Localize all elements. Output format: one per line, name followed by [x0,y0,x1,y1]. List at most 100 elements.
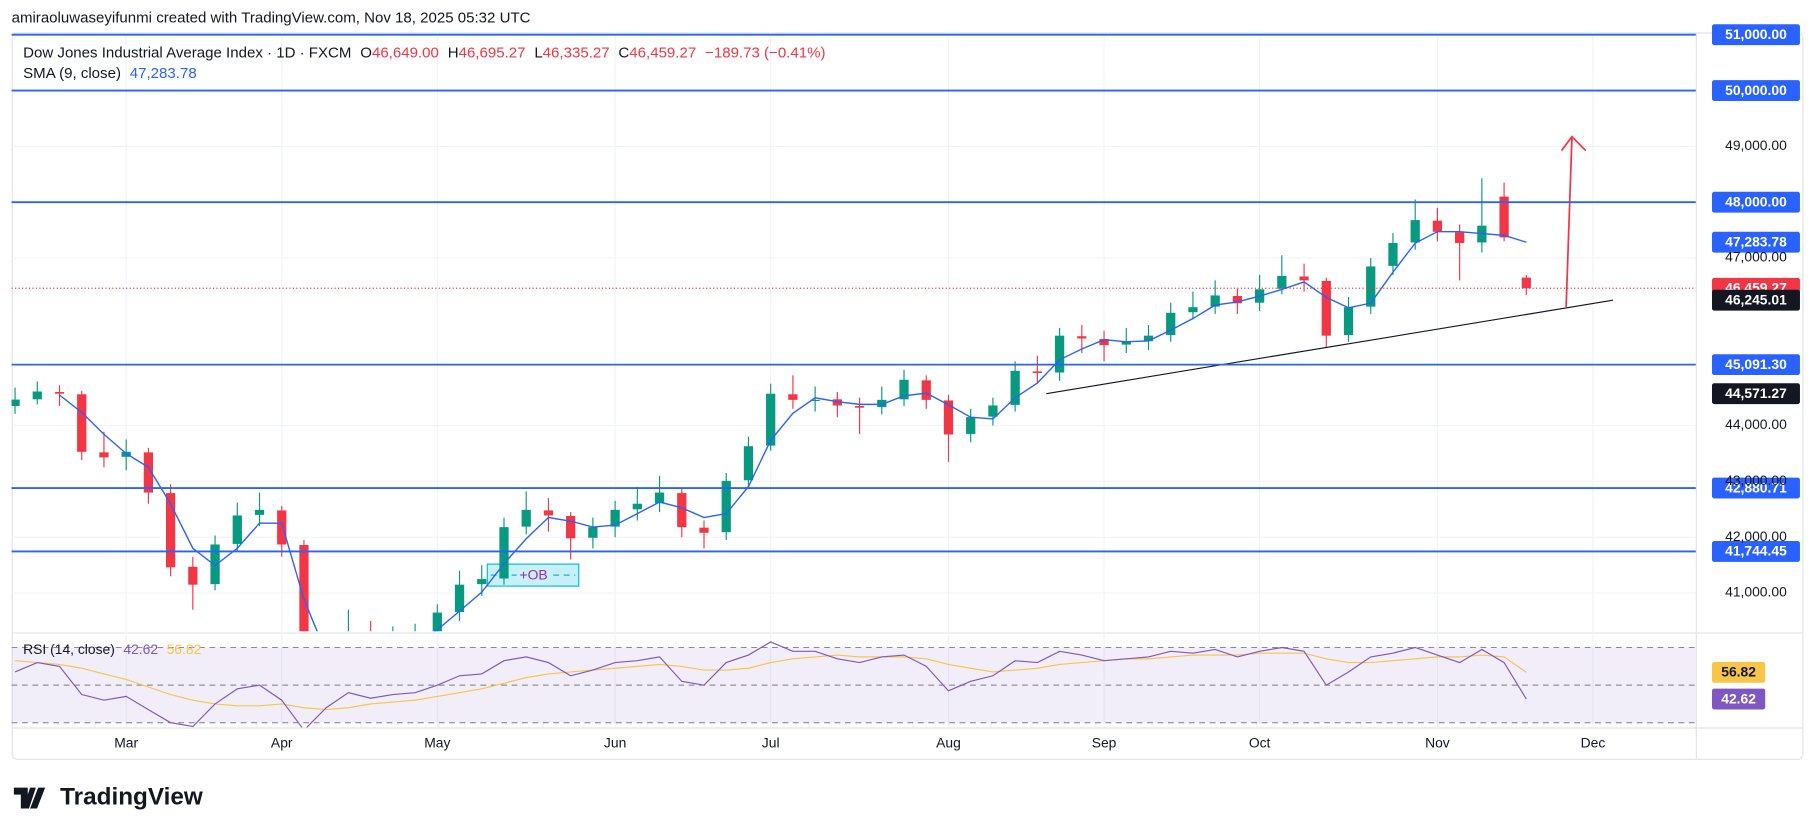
candle-body [1455,232,1465,243]
candle-body [1521,277,1531,289]
brand-logo: TradingView [13,784,203,811]
change: −189.73 (−0.41%) [705,44,825,61]
level-badge [1711,541,1800,562]
candle-body [277,510,287,545]
x-tick-label: Dec [1581,734,1606,750]
target-arrow [1560,135,1587,307]
candle-body [966,417,976,434]
level-badge [1711,24,1800,46]
rsi-line [14,641,1527,728]
candle-body [521,509,531,527]
trendline [1046,299,1614,395]
candle-body [99,452,109,458]
ohlc-value: 46,695.27 [459,44,526,61]
ohlc-key: L [534,44,542,61]
x-tick-label: Aug [936,734,961,750]
level-label: 41,744.45 [1725,543,1787,559]
y-tick-label: 44,000.00 [1725,416,1787,432]
candle-body [766,393,776,446]
rsi-value: 42.62 [123,640,158,656]
candle-body [232,515,242,544]
x-tick-label: Oct [1249,734,1271,750]
trend-start-label: 44,571.27 [1725,385,1787,401]
candle-body [1121,341,1131,345]
arrow-head [1560,135,1587,152]
y-tick-label: 47,000.00 [1725,249,1787,265]
rsi-pane [11,641,1696,728]
y-tick-label: 41,000.00 [1725,584,1787,600]
trend-end-badge [1711,289,1800,311]
ohlc-value: 46,459.27 [629,44,696,61]
candle-body [499,527,509,579]
candle-body [743,446,754,481]
brand-name: TradingView [60,784,203,811]
candle-body [610,509,620,527]
candle-body [1410,220,1420,243]
candle-body [854,406,865,408]
candle-body [1143,335,1154,342]
level-label: 51,000.00 [1725,26,1787,42]
rsi-ma-line [14,652,1527,711]
x-tick-label: Mar [114,734,138,750]
legend-rsi: RSI (14, close) 42.62 56.82 [23,640,201,656]
candle-body [1321,280,1331,336]
candle-body [810,399,820,402]
price-pane: +OB [11,135,1696,641]
legend-sma: SMA (9, close) 47,283.78 [23,65,197,82]
y-tick-label: 42,000.00 [1725,528,1787,544]
x-tick-label: Sep [1092,734,1117,750]
order-block-label: +OB [520,566,548,582]
sma-badge [1711,231,1800,253]
candle-body [1077,336,1087,339]
candle-body [566,515,576,539]
candle-body [654,492,665,504]
level-label: 48,000.00 [1725,193,1787,209]
rsi-name: RSI (14, close) [23,640,115,656]
level-label: 50,000.00 [1725,82,1787,98]
legend-main: Dow Jones Industrial Average Index · 1D … [23,44,825,61]
sma-name: SMA (9, close) [23,65,121,82]
order-block: +OB [486,563,580,587]
candle-body [921,380,931,400]
grid [11,32,1696,728]
candle-body [1099,339,1109,346]
candle-body [1166,312,1176,336]
trend-end-label: 46,245.01 [1725,291,1787,307]
level-label: 45,091.30 [1725,356,1787,372]
ohlc-value: 46,649.00 [372,44,439,61]
sma-label: 47,283.78 [1725,233,1787,249]
logo-mark [13,787,46,809]
ohlc-key: H [448,44,459,61]
candle-body [54,392,65,394]
y-tick-label: 43,000.00 [1725,472,1787,488]
chart-frame [11,32,1804,760]
candle-body [677,493,687,528]
candle-body [1188,307,1198,313]
candle-body [1299,276,1309,281]
candle-body [899,379,909,400]
candle-body [1343,307,1354,336]
rsi-band [11,647,1696,723]
candle-body [32,391,42,400]
candle-body [410,636,419,641]
candle-body [988,405,998,417]
level-badge [1711,191,1800,213]
level-label: 42,880.71 [1725,479,1787,495]
candle-body [721,480,731,533]
rsi-ma-label: 56.82 [1721,664,1756,680]
level-badge [1711,477,1800,499]
candle-body [143,452,154,493]
candle-body [788,394,798,400]
candle-body [1388,242,1398,266]
rsi-ma-value: 56.82 [167,640,202,656]
candle-body [188,566,198,585]
level-badge [1711,354,1800,376]
credit: amiraoluwaseyifunmi created with Trading… [12,9,531,26]
trend-start-badge [1711,383,1800,405]
candle-body [543,510,554,516]
x-tick-label: Nov [1425,734,1450,750]
candle-body [77,394,87,452]
candle-body [210,544,220,585]
candle-body [1210,295,1220,307]
